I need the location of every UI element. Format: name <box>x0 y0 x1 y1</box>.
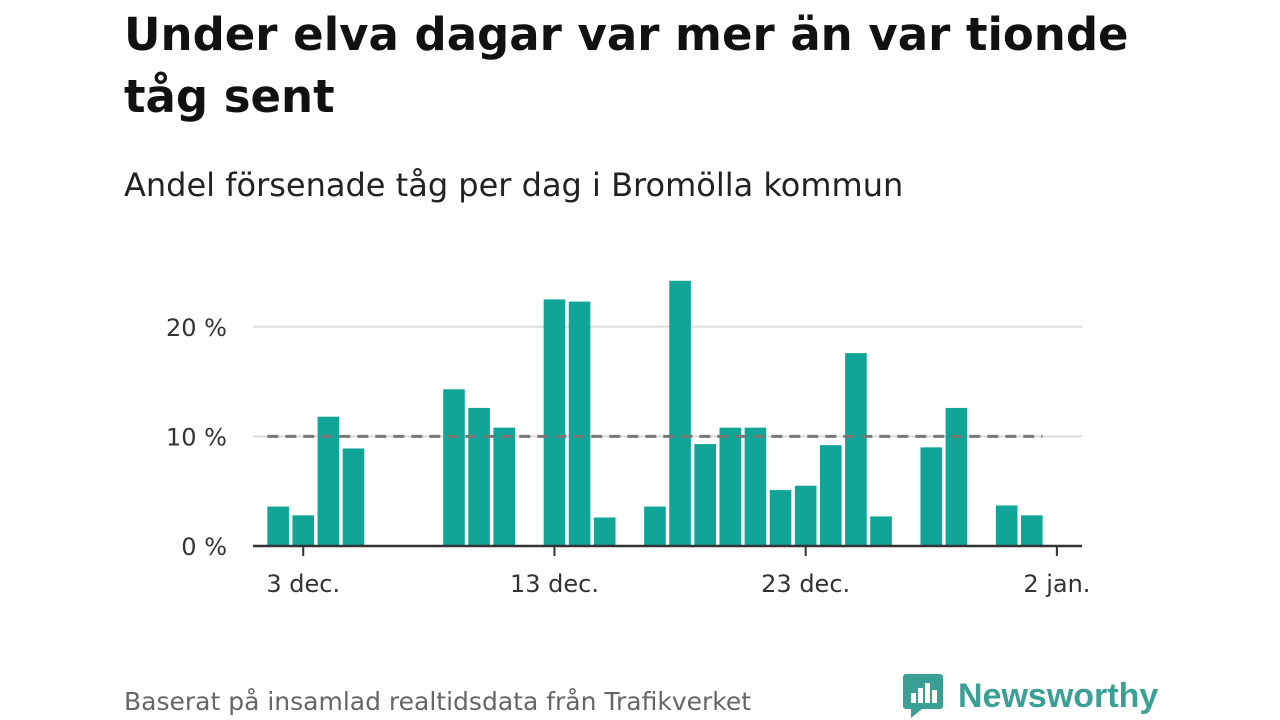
bar-2023-12-04 <box>317 416 340 546</box>
bars <box>267 280 1043 546</box>
y-tick-label: 0 % <box>181 533 227 561</box>
bar-2023-12-26 <box>870 516 892 546</box>
bar-2023-12-11 <box>493 427 516 546</box>
chart-subtitle: Andel försenade tåg per dag i Bromölla k… <box>124 166 904 204</box>
source-note: Baserat på insamlad realtidsdata från Tr… <box>124 687 752 716</box>
brand-name: Newsworthy <box>958 676 1159 715</box>
bar-2023-12-28 <box>920 447 943 546</box>
bar-2023-12-25 <box>845 353 867 546</box>
bar-2023-12-09 <box>443 389 465 546</box>
bar-2023-12-21 <box>744 427 767 546</box>
bar-2023-12-03 <box>292 515 315 546</box>
bar-2023-12-31 <box>995 505 1018 546</box>
bar-2023-12-24 <box>819 445 842 546</box>
y-tick-label: 10 % <box>166 423 227 451</box>
x-tick-label: 2 jan. <box>1023 570 1090 598</box>
axes: 0 % 10 % 20 % 3 dec. 13 dec. 23 dec. 2 jan. <box>166 314 1090 598</box>
bar-2023-12-10 <box>468 407 490 546</box>
bar-2023-12-20 <box>719 427 742 546</box>
bar-2023-12-02 <box>267 506 289 546</box>
bar-2023-12-15 <box>593 517 616 546</box>
bar-2023-12-23 <box>794 485 817 546</box>
bar-2023-12-05 <box>342 448 365 546</box>
bar-2023-12-18 <box>669 280 691 546</box>
newsworthy-logo-icon <box>903 674 943 718</box>
bar-2023-12-13 <box>543 299 566 546</box>
y-tick-label: 20 % <box>166 314 227 342</box>
bar-2023-12-14 <box>568 301 591 546</box>
bar-2023-12-29 <box>945 407 968 546</box>
x-tick-label: 13 dec. <box>510 570 599 598</box>
bar-2023-12-17 <box>644 506 666 546</box>
bar-2024-01-01 <box>1020 515 1043 546</box>
x-tick-label: 3 dec. <box>266 570 340 598</box>
brand-logo[interactable]: Newsworthy <box>902 672 1158 720</box>
bar-2023-12-19 <box>694 444 716 546</box>
bar-2023-12-22 <box>769 490 792 546</box>
x-tick-label: 23 dec. <box>761 570 850 598</box>
chart-title: Under elva dagar var mer än var tionde t… <box>124 8 1129 123</box>
